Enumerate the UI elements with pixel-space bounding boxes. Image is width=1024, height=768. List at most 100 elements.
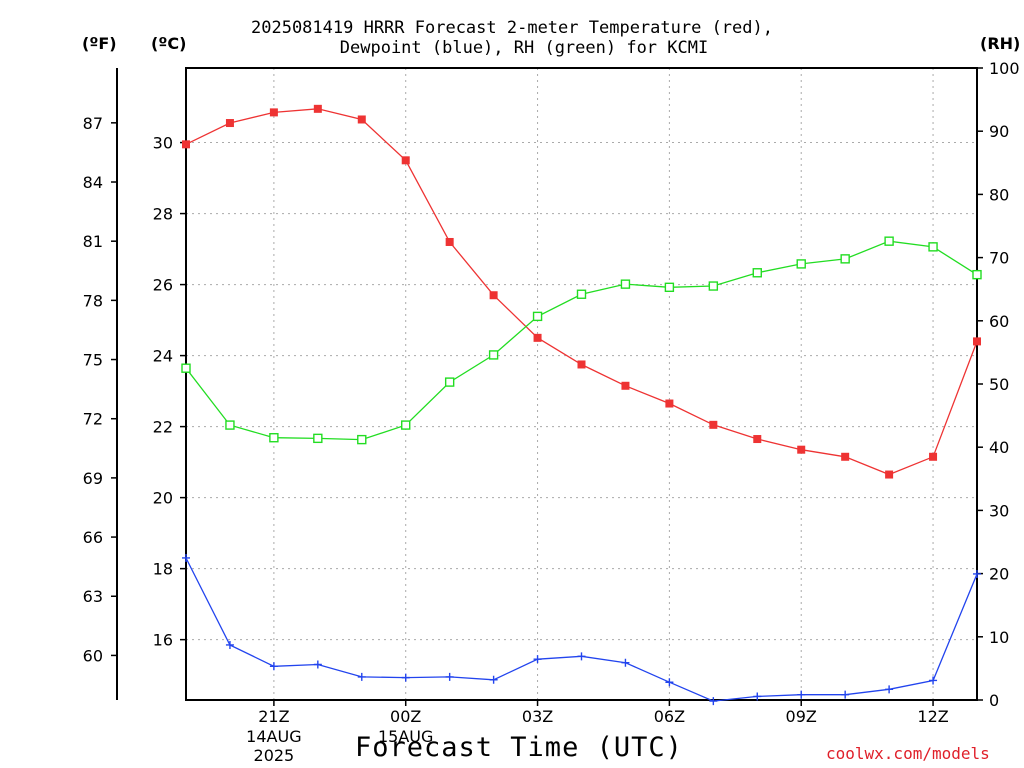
data-point-temperature (269, 108, 278, 117)
data-point-rh (840, 254, 850, 264)
series-line-rh (185, 240, 978, 441)
celsius-tick-label: 20 (153, 489, 173, 508)
data-point-dewpoint (269, 662, 278, 671)
data-point-rh (313, 433, 323, 444)
x-tick-date-label: 14AUG (246, 727, 301, 746)
data-point-rh (664, 282, 675, 293)
x-tick-label: 06Z (654, 707, 685, 726)
celsius-tick-label: 30 (153, 134, 173, 153)
data-point-dewpoint (577, 652, 586, 661)
rh-tick-label: 60 (989, 312, 1009, 331)
fahrenheit-tick-label: 69 (83, 469, 103, 488)
data-point-rh (401, 420, 411, 430)
data-point-rh (576, 289, 587, 299)
data-point-rh (488, 350, 499, 360)
rh-tick-label: 100 (989, 59, 1020, 78)
plot-frame (185, 67, 978, 701)
x-axis-title: Forecast Time (UTC) (355, 732, 683, 763)
data-point-temperature (401, 156, 410, 165)
rh-tick-label: 90 (989, 122, 1009, 141)
data-point-rh (269, 433, 279, 443)
fahrenheit-tick-label: 75 (83, 351, 103, 370)
data-point-dewpoint (401, 673, 410, 682)
celsius-tick-label: 24 (153, 347, 173, 366)
rh-tick-label: 70 (989, 249, 1009, 268)
data-point-temperature (489, 291, 498, 300)
data-point-temperature (885, 470, 894, 479)
data-point-temperature (577, 360, 586, 369)
fahrenheit-unit-label: (ºF) (82, 34, 117, 53)
data-point-temperature (797, 445, 806, 454)
data-point-temperature (709, 420, 718, 429)
fahrenheit-tick-label: 81 (83, 232, 103, 251)
chart-title-line2: Dewpoint (blue), RH (green) for KCMI (339, 38, 709, 58)
data-point-temperature (929, 452, 938, 461)
data-point-dewpoint (709, 697, 718, 706)
rh-tick-label: 10 (989, 628, 1009, 647)
rh-tick-label: 20 (989, 565, 1009, 584)
chart-title-line1: 2025081419 HRRR Forecast 2-meter Tempera… (251, 18, 773, 38)
fahrenheit-tick-label: 72 (83, 410, 103, 429)
fahrenheit-tick-label: 78 (83, 291, 103, 310)
celsius-unit-label: (ºC) (151, 34, 187, 53)
x-tick-label: 00Z (390, 707, 421, 726)
rh-tick-label: 50 (989, 375, 1009, 394)
rh-tick-label: 40 (989, 438, 1009, 457)
data-point-rh (972, 269, 982, 280)
celsius-tick-label: 28 (153, 205, 173, 224)
data-point-rh (620, 279, 631, 289)
data-point-dewpoint (929, 676, 938, 685)
data-point-dewpoint (841, 690, 850, 699)
x-tick-date-label: 15AUG (378, 727, 433, 746)
data-point-rh (796, 259, 806, 269)
celsius-tick-label: 26 (153, 276, 173, 295)
x-tick-date-label: 2025 (254, 746, 295, 765)
celsius-tick-label: 22 (153, 418, 173, 437)
data-point-dewpoint (621, 658, 630, 667)
celsius-tick-label: 18 (153, 560, 173, 579)
data-point-dewpoint (225, 640, 234, 649)
data-point-rh (181, 363, 191, 373)
data-point-dewpoint (357, 672, 366, 681)
data-point-rh (444, 377, 455, 387)
data-point-dewpoint (885, 685, 894, 694)
data-point-dewpoint (313, 660, 322, 669)
data-point-temperature (841, 452, 850, 461)
x-tick-label: 09Z (786, 707, 817, 726)
data-point-temperature (753, 435, 762, 444)
x-tick-label: 12Z (917, 707, 948, 726)
data-point-dewpoint (489, 675, 498, 684)
rh-tick-label: 0 (989, 691, 999, 710)
data-point-rh (752, 268, 762, 278)
data-point-rh (357, 434, 367, 445)
rh-tick-label: 30 (989, 501, 1009, 520)
celsius-tick-label: 16 (153, 631, 173, 650)
rh-tick-label: 80 (989, 185, 1009, 204)
rh-unit-label: (RH) (980, 34, 1021, 53)
x-tick-label: 03Z (522, 707, 553, 726)
data-point-dewpoint (665, 678, 674, 687)
data-point-temperature (182, 140, 190, 149)
data-point-rh (225, 420, 235, 430)
credit-link[interactable]: coolwx.com/models (826, 744, 990, 763)
x-tick-label: 21Z (258, 707, 289, 726)
data-point-rh (708, 281, 719, 291)
data-point-dewpoint (182, 553, 190, 562)
data-point-temperature (445, 237, 454, 246)
data-point-dewpoint (797, 690, 806, 699)
data-point-rh (928, 242, 938, 252)
data-point-dewpoint (753, 692, 762, 701)
fahrenheit-tick-label: 66 (83, 528, 103, 547)
data-point-dewpoint (973, 569, 981, 578)
data-point-temperature (621, 381, 630, 390)
data-point-temperature (357, 115, 366, 124)
fahrenheit-tick-label: 63 (83, 587, 103, 606)
data-point-temperature (533, 333, 542, 342)
data-point-temperature (225, 119, 234, 128)
data-point-temperature (973, 337, 981, 346)
data-point-temperature (665, 399, 674, 408)
data-point-temperature (313, 104, 322, 113)
data-point-rh (884, 236, 894, 246)
data-point-rh (532, 311, 543, 322)
